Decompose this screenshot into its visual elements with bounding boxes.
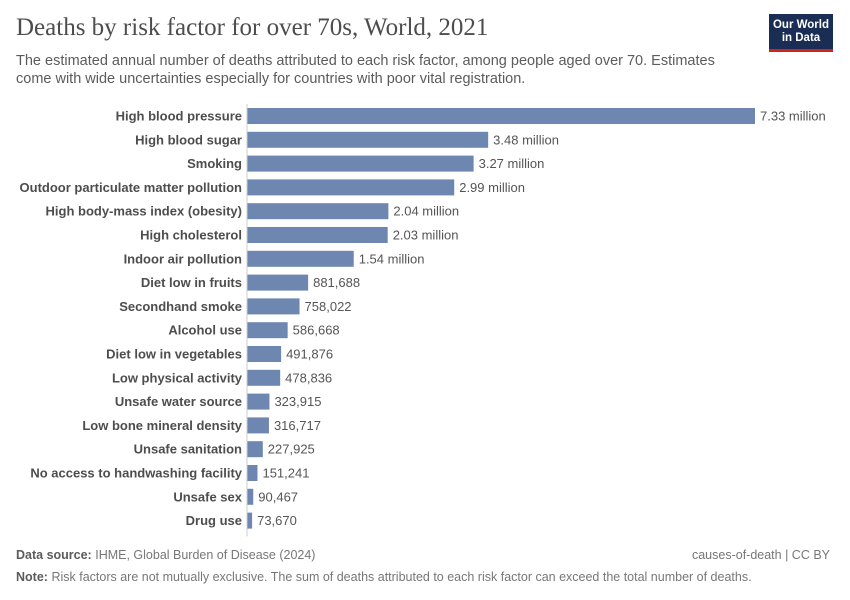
data-label: 3.27 million	[479, 156, 545, 171]
license[interactable]: causes-of-death | CC BY	[691, 548, 830, 562]
data-label: 2.04 million	[393, 204, 459, 219]
data-label: 316,717	[274, 418, 321, 433]
bar[interactable]	[247, 250, 354, 267]
category-label: Smoking	[187, 156, 242, 171]
data-label: 73,670	[257, 513, 297, 528]
category-label: Diet low in vegetables	[106, 347, 242, 362]
data-label: 3.48 million	[493, 132, 559, 147]
category-label: Drug use	[186, 513, 242, 528]
bar[interactable]	[247, 322, 288, 339]
chart-title: Deaths by risk factor for over 70s, Worl…	[16, 14, 489, 41]
category-label: Low bone mineral density	[82, 418, 242, 433]
source-text[interactable]: IHME, Global Burden of Disease (2024)	[95, 548, 316, 562]
data-label: 586,668	[293, 323, 340, 338]
bar[interactable]	[247, 488, 254, 505]
note-label: Note:	[16, 570, 48, 584]
category-label: Diet low in fruits	[141, 275, 242, 290]
bar[interactable]	[247, 131, 489, 148]
data-label: 151,241	[262, 466, 309, 481]
category-label: Unsafe sanitation	[134, 442, 242, 457]
bar[interactable]	[247, 203, 389, 220]
data-label: 758,022	[305, 299, 352, 314]
data-label: 227,925	[268, 442, 315, 457]
data-source: Data source: IHME, Global Burden of Dise…	[16, 548, 315, 562]
data-label: 491,876	[286, 347, 333, 362]
data-label: 90,467	[258, 489, 298, 504]
note-text: Risk factors are not mutually exclusive.…	[51, 570, 752, 584]
bar[interactable]	[247, 227, 388, 243]
category-label: High body-mass index (obesity)	[46, 204, 242, 219]
bar[interactable]	[247, 179, 455, 196]
category-label: High blood pressure	[116, 109, 242, 124]
data-label: 2.03 million	[393, 228, 459, 243]
bar[interactable]	[247, 155, 474, 172]
bar[interactable]	[247, 298, 300, 315]
data-label: 323,915	[274, 394, 321, 409]
category-label: Low physical activity	[112, 370, 243, 385]
data-label: 2.99 million	[459, 180, 525, 195]
source-label: Data source:	[16, 548, 92, 562]
bar[interactable]	[247, 369, 281, 386]
bar[interactable]	[247, 346, 282, 362]
category-label: High blood sugar	[135, 132, 242, 147]
data-label: 7.33 million	[760, 109, 826, 124]
category-label: Unsafe sex	[173, 489, 242, 504]
category-label: Unsafe water source	[115, 394, 242, 409]
category-label: Outdoor particulate matter pollution	[20, 180, 243, 195]
category-label: No access to handwashing facility	[30, 466, 242, 481]
category-label: Alcohol use	[168, 323, 242, 338]
bar[interactable]	[247, 417, 269, 434]
category-label: Secondhand smoke	[119, 299, 242, 314]
logo-text: Our World in Data	[772, 19, 829, 44]
category-label: High cholesterol	[140, 228, 242, 243]
bar[interactable]	[247, 465, 258, 481]
category-label: Indoor air pollution	[124, 251, 242, 266]
owid-logo[interactable]: Our World in Data	[769, 14, 833, 52]
bar[interactable]	[247, 108, 755, 124]
note: Note: Risk factors are not mutually excl…	[16, 570, 752, 584]
data-label: 1.54 million	[359, 251, 425, 266]
bar[interactable]	[247, 512, 253, 529]
bar[interactable]	[247, 393, 270, 410]
chart-subtitle: The estimated annual number of deaths at…	[16, 53, 715, 87]
bar[interactable]	[247, 441, 263, 458]
data-label: 478,836	[285, 370, 332, 385]
data-label: 881,688	[313, 275, 360, 290]
bar[interactable]	[247, 274, 309, 291]
